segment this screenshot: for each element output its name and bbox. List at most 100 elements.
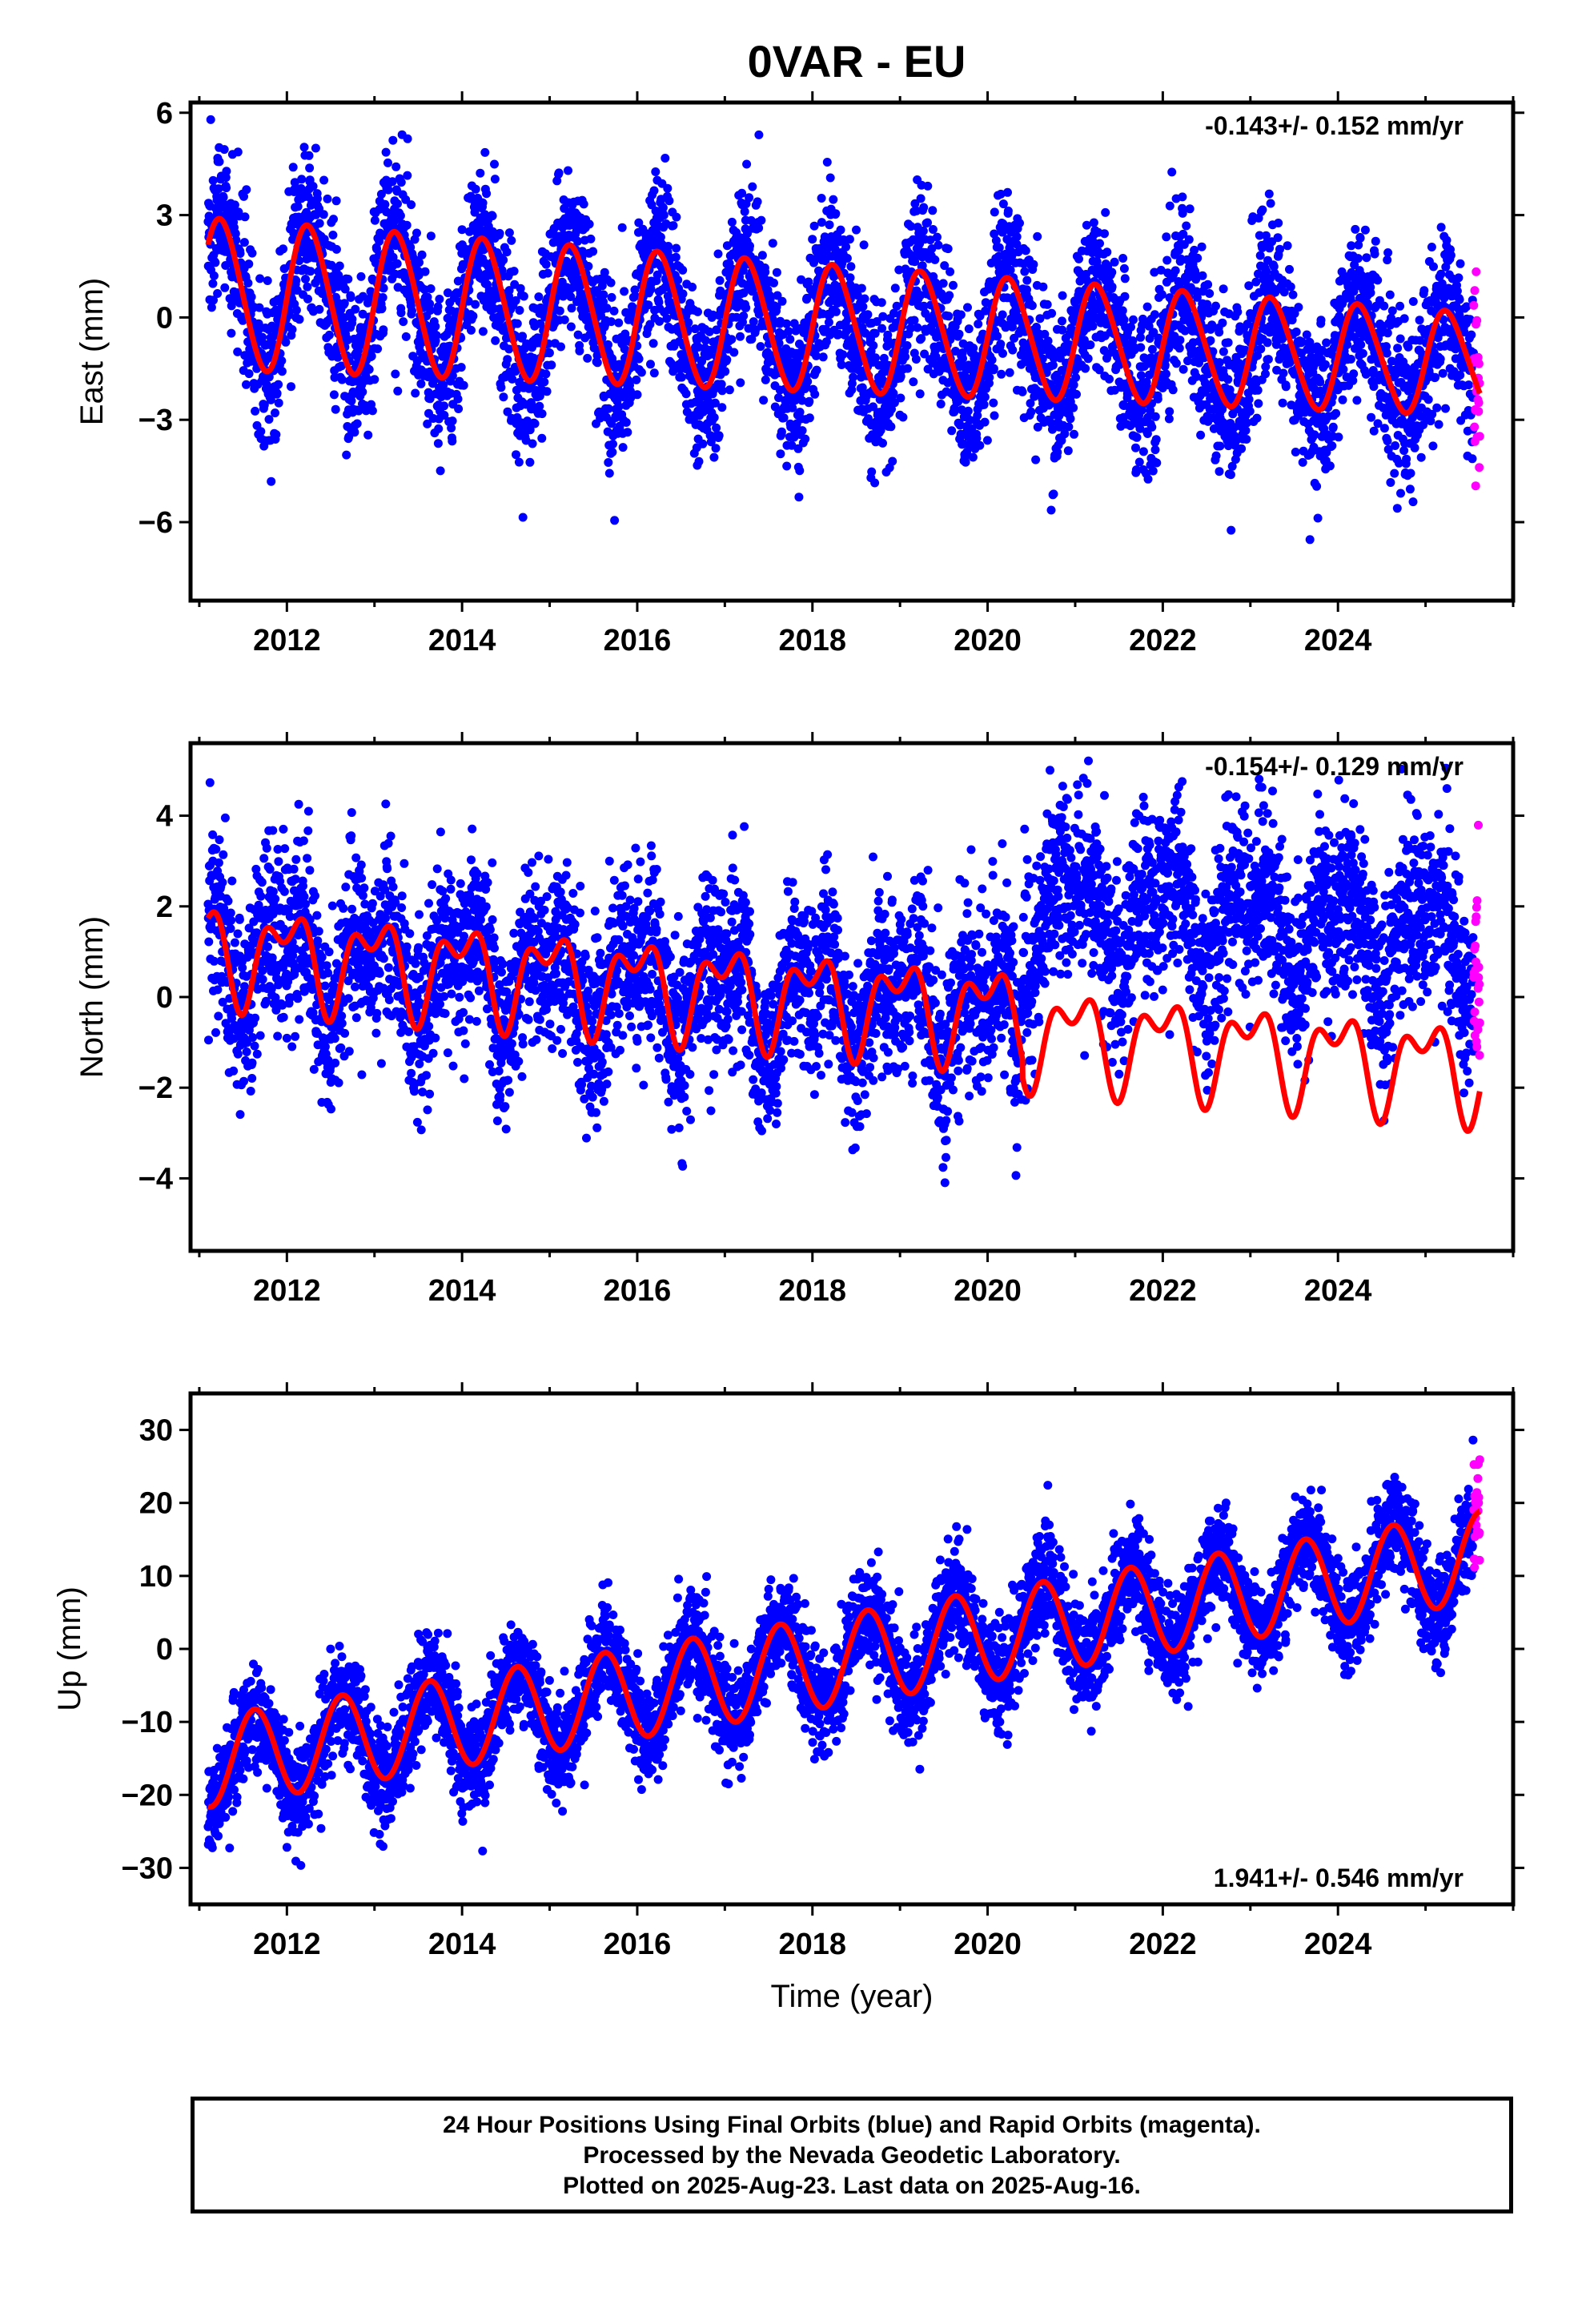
east-obs-point xyxy=(567,304,576,313)
east-obs-point xyxy=(632,390,642,400)
east-obs-point xyxy=(1211,301,1220,311)
east-obs-point xyxy=(573,330,583,340)
east-obs-point xyxy=(1170,266,1180,275)
east-obs-point xyxy=(1006,265,1015,275)
east-obs-point xyxy=(1038,282,1048,292)
east-obs-point xyxy=(805,396,814,406)
east-obs-point xyxy=(845,235,854,244)
east-obs-point xyxy=(829,195,838,204)
east-obs-point xyxy=(1356,340,1366,349)
east-obs-point xyxy=(1327,441,1337,451)
east-obs-point xyxy=(782,461,792,471)
east-obs-point xyxy=(1107,282,1117,292)
east-obs-point xyxy=(351,304,360,314)
east-obs-point xyxy=(1203,300,1212,309)
east-obs-point xyxy=(263,276,272,285)
east-obs-point xyxy=(849,372,858,382)
east-obs-point xyxy=(512,385,521,395)
east-obs-point xyxy=(1203,279,1213,289)
east-obs-point xyxy=(433,439,443,448)
east-obs-point xyxy=(846,262,856,271)
east-obs-point xyxy=(1360,225,1370,235)
east-obs-point xyxy=(1334,432,1343,442)
east-obs-point xyxy=(1274,219,1283,227)
east-obs-point xyxy=(693,307,702,316)
east-obs-point xyxy=(1046,505,1056,515)
east-obs-point xyxy=(934,240,943,250)
east-obs-point xyxy=(1385,290,1395,300)
east-obs-point xyxy=(247,248,257,258)
east-obs-point xyxy=(1278,398,1287,408)
east-obs-point xyxy=(277,367,287,376)
east-obs-point xyxy=(1143,474,1153,484)
east-obs-point xyxy=(610,516,620,525)
east-obs-point xyxy=(729,348,739,357)
east-obs-point xyxy=(214,184,223,194)
east-obs-point xyxy=(943,244,953,254)
east-obs-point xyxy=(535,401,544,411)
chart-title: 0VAR - EU xyxy=(747,36,966,86)
east-obs-point xyxy=(295,315,304,324)
east-obs-point xyxy=(757,251,767,260)
east-obs-point xyxy=(448,416,457,426)
east-obs-point xyxy=(1118,306,1127,316)
east-obs-point xyxy=(491,336,500,345)
east-obs-point xyxy=(742,159,752,169)
east-obs-point xyxy=(678,265,688,275)
east-obs-point xyxy=(230,200,239,210)
east-obs-point xyxy=(1390,468,1399,478)
east-obs-point xyxy=(963,303,972,312)
east-obs-point xyxy=(632,375,641,384)
east-obs-point xyxy=(342,450,351,460)
east-obs-point xyxy=(583,353,592,363)
east-obs-point xyxy=(396,211,405,220)
east-obs-point xyxy=(1152,458,1162,468)
east-obs-point xyxy=(804,277,813,287)
east-obs-point xyxy=(1263,355,1273,364)
east-obs-point xyxy=(440,411,449,420)
east-obs-point xyxy=(512,319,522,328)
east-obs-point xyxy=(1196,430,1206,440)
east-obs-point xyxy=(1178,192,1187,202)
east-obs-point xyxy=(597,281,607,291)
east-obs-point xyxy=(1256,344,1266,354)
east-obs-point xyxy=(496,383,506,392)
east-obs-point xyxy=(604,404,613,413)
east-obs-point xyxy=(673,275,683,285)
east-obs-point xyxy=(857,283,866,293)
east-obs-point xyxy=(936,400,946,408)
east-obs-point xyxy=(1251,277,1261,287)
east-obs-point xyxy=(980,392,990,402)
east-obs-point xyxy=(503,355,512,364)
east-obs-point xyxy=(391,369,400,379)
east-obs-point xyxy=(609,306,619,316)
east-obs-point xyxy=(1355,233,1365,243)
east-obs-point xyxy=(222,183,231,193)
east-obs-point xyxy=(370,375,379,384)
east-obs-point xyxy=(358,292,367,301)
east-obs-point xyxy=(379,325,388,335)
east-obs-point xyxy=(403,171,412,180)
east-obs-point xyxy=(432,331,441,340)
east-obs-point xyxy=(1003,206,1013,215)
east-obs-point xyxy=(678,289,688,299)
east-obs-point xyxy=(1396,489,1405,498)
east-obs-point xyxy=(1168,385,1178,395)
east-obs-point xyxy=(358,387,367,396)
east-obs-point xyxy=(996,340,1006,349)
east-obs-point xyxy=(1012,232,1022,242)
east-obs-point xyxy=(435,295,444,304)
east-obs-point xyxy=(1110,257,1119,267)
east-obs-point xyxy=(1298,457,1307,467)
east-obs-point xyxy=(998,348,1007,358)
east-obs-point xyxy=(399,317,408,327)
east-obs-point xyxy=(1150,412,1160,421)
east-obs-point xyxy=(1058,291,1067,300)
east-obs-point xyxy=(661,154,670,163)
east-obs-point xyxy=(239,238,249,247)
east-obs-point xyxy=(1219,284,1228,294)
east-obs-point xyxy=(1150,445,1160,455)
east-obs-point xyxy=(715,275,725,285)
east-obs-point xyxy=(989,364,998,373)
east-obs-point xyxy=(717,386,727,396)
